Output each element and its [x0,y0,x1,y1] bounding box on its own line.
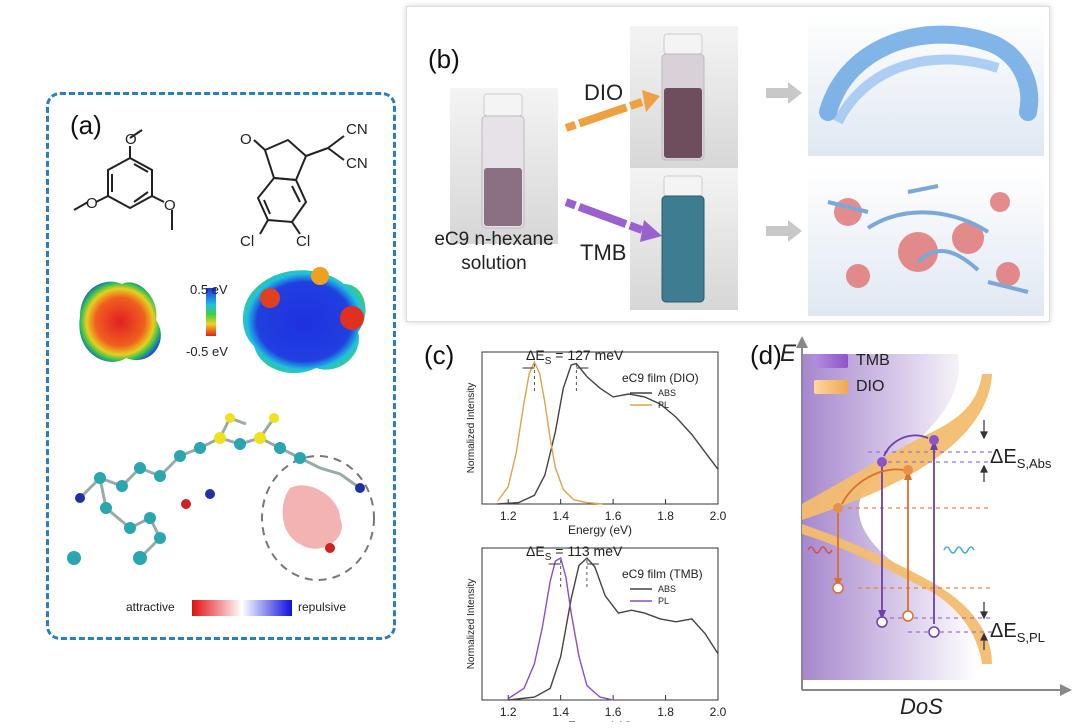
chart-1-xtick-label-2: 1.6 [605,705,622,719]
solution-label: eC9 n-hexane solution [426,228,562,276]
gray-arrow-top [766,82,802,104]
tmb-arrow [564,198,662,242]
dio-label: DIO [584,80,624,105]
chart-0-legend-label-0: ABS [658,388,676,398]
solution-label-line2: solution [461,253,527,274]
delta-e-pl-label: ΔES,PL [990,620,1045,645]
vial-original-cap [483,93,523,117]
vial-dio-cap [663,33,703,55]
chart-0-xtick-label-2: 1.6 [605,509,622,523]
chart-1-annotation: ΔES = 113 meV [526,543,623,563]
methoxy-o-top: O [125,131,137,148]
chart-0-xlabel: Energy (eV) [568,523,632,537]
ic-cl-left: Cl [240,233,254,250]
panel-d-dos-axis: DoS [900,694,943,719]
panel-d-e-axis: E [780,340,797,367]
ic-cl-right: Cl [296,233,310,250]
delta-e-abs-sub: S,Abs [1016,456,1052,471]
interaction-region [261,455,375,581]
delta-e-abs-label: ΔES,Abs [990,446,1051,471]
vial-tmb-body [661,195,705,303]
ic-end-group-structure [253,135,345,235]
chart-0-ylabel: Normalized Intensity [466,383,477,474]
delta-e-pl-main: ΔE [990,620,1017,642]
vials [450,26,738,310]
ic-oxygen: O [240,131,252,148]
chart-1-legend-label-1: PL [658,596,669,606]
esp-map-tmb [79,281,161,362]
chart-0-annotation: ΔES = 127 meV [526,347,624,367]
chart-0-legend-label-1: PL [658,400,669,410]
chart-1-series-abs [508,557,719,701]
legend-dio-label: DIO [856,378,885,395]
legend-dio-swatch [814,380,848,394]
chart-1-series-pl [507,557,614,701]
chart-1-xtick-label-3: 1.8 [657,705,674,719]
tmb-dos-region [802,354,978,680]
delta-e-pl-sub: S,PL [1016,630,1045,645]
legend-tmb-label: TMB [856,352,890,369]
chart-0-xtick-label-1: 1.4 [552,509,569,523]
methoxy-o-left: O [86,195,98,212]
panel-b-label: (b) [428,44,460,74]
chart-0-xtick-label-4: 2.0 [710,509,727,523]
chart-1-frame [481,547,719,701]
panel-c-charts: 1.2 1.4 1.6 1.8 2.0 Energy (eV) Normalized Int… [466,347,727,722]
esp-maps [79,267,366,374]
dio-dos-band [802,374,992,520]
panel-d-diagram [796,336,1072,696]
panel-a [46,92,396,640]
esp-scale-top: 0.5 eV [190,282,228,297]
chart-1-legend-title: eC9 film (TMB) [622,567,703,581]
attractive-label: attractive [126,600,175,614]
esp-scale-bottom: -0.5 eV [186,344,228,359]
chart-0-xtick-label-0: 1.2 [500,509,517,523]
chart-1-xlabel: Energy (eV) [568,719,632,722]
ic-cn-bottom: CN [346,155,368,172]
repulsive-label: repulsive [298,600,347,614]
chart-1-xtick-label-4: 2.0 [710,705,727,719]
panel-a-label: (a) [70,110,102,140]
chart-0-series-abs [497,362,719,505]
attractive-repulsive-bar [192,600,292,616]
emission-wave-dio [807,546,833,554]
legend-tmb-swatch [814,354,848,368]
process-arrows [564,82,802,242]
delta-e-abs-main: ΔE [990,446,1017,468]
chart-1-xtick-label-0: 1.2 [500,705,517,719]
methoxy-o-right: O [164,197,176,214]
dio-arrow [564,90,660,132]
trimethoxybenzene-structure [73,129,173,230]
emission-wave-tmb [943,546,975,554]
chart-0-legend-title: eC9 film (DIO) [622,371,699,385]
chart-1-ylabel: Normalized Intensity [466,579,477,670]
tmb-label: TMB [580,240,627,265]
interaction-model [67,413,375,581]
chart-0-series-pl [497,360,603,505]
esp-color-scale [206,288,216,336]
chart-0-xtick-label-3: 1.8 [657,509,674,523]
panel-a-molecules: O O O O CN CN Cl Cl [73,121,368,250]
chart-1-legend-label-0: ABS [658,584,676,594]
panel-d-label: (d) [750,340,782,370]
panel-c-label: (c) [424,340,455,370]
state-dots [832,435,940,638]
solution-label-line1: eC9 n-hexane [434,229,554,250]
ic-cn-top: CN [346,121,368,138]
packing-renders [808,12,1044,316]
gray-arrow-bottom [766,220,802,242]
chart-1-xtick-label-1: 1.4 [552,705,569,719]
